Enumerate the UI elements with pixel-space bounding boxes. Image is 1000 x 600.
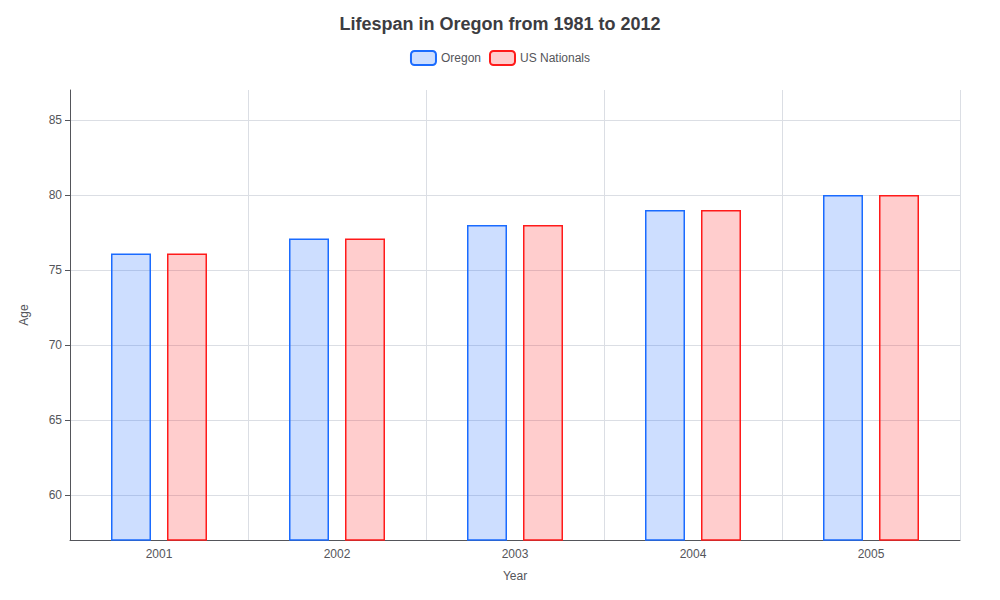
svg-text:Age: Age bbox=[17, 304, 31, 326]
svg-text:2001: 2001 bbox=[146, 547, 173, 561]
svg-text:Year: Year bbox=[503, 569, 527, 583]
svg-text:70: 70 bbox=[49, 338, 63, 352]
svg-text:85: 85 bbox=[49, 113, 63, 127]
svg-text:2003: 2003 bbox=[502, 547, 529, 561]
svg-text:60: 60 bbox=[49, 488, 63, 502]
svg-text:Lifespan in Oregon from 1981 t: Lifespan in Oregon from 1981 to 2012 bbox=[339, 14, 660, 34]
svg-text:80: 80 bbox=[49, 188, 63, 202]
svg-text:2005: 2005 bbox=[858, 547, 885, 561]
svg-text:75: 75 bbox=[49, 263, 63, 277]
svg-text:2002: 2002 bbox=[324, 547, 351, 561]
svg-text:2004: 2004 bbox=[680, 547, 707, 561]
svg-text:65: 65 bbox=[49, 413, 63, 427]
svg-text:US Nationals: US Nationals bbox=[520, 51, 590, 65]
svg-text:Oregon: Oregon bbox=[441, 51, 481, 65]
